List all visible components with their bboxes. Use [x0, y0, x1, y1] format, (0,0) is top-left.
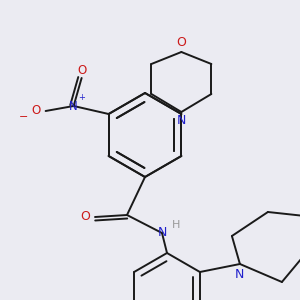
Text: N: N: [235, 268, 244, 281]
Text: −: −: [19, 112, 28, 122]
Text: N: N: [157, 226, 167, 239]
Text: N: N: [69, 100, 78, 112]
Text: N: N: [177, 115, 186, 128]
Text: O: O: [80, 211, 90, 224]
Text: +: +: [78, 94, 85, 103]
Text: O: O: [31, 104, 40, 118]
Text: H: H: [172, 220, 180, 230]
Text: O: O: [176, 37, 186, 50]
Text: O: O: [77, 64, 86, 76]
